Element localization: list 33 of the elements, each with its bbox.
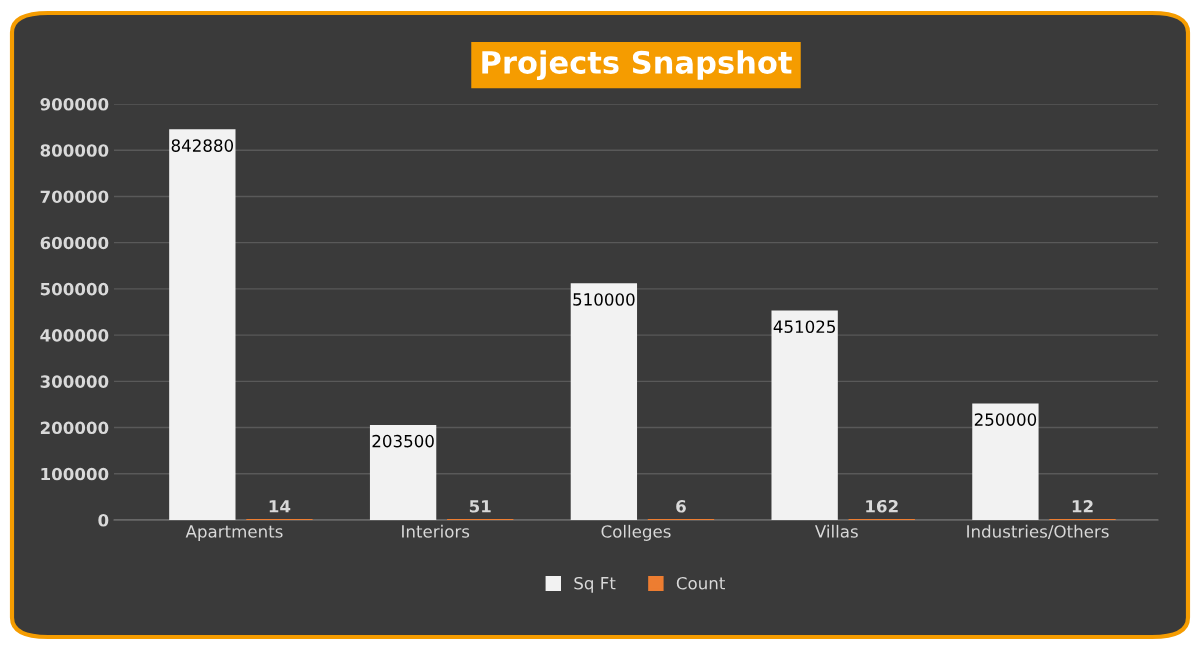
bar bbox=[972, 403, 1039, 520]
legend-label: Count bbox=[676, 576, 725, 590]
y-tick-label: 0 bbox=[98, 513, 109, 527]
data-label: 842880 bbox=[171, 139, 234, 152]
y-tick-label: 700000 bbox=[40, 190, 109, 204]
x-tick-label: Interiors bbox=[402, 524, 470, 538]
y-tick-label: 900000 bbox=[40, 97, 109, 111]
y-tick-label: 800000 bbox=[40, 144, 109, 157]
y-tick-label: 300000 bbox=[40, 375, 109, 388]
data-label: 51 bbox=[469, 500, 491, 513]
data-label: 12 bbox=[1072, 499, 1093, 513]
chart-title: Projects Snapshot bbox=[482, 50, 792, 81]
y-tick-label: 200000 bbox=[40, 421, 109, 435]
data-label: 510000 bbox=[573, 293, 635, 306]
x-tick-label: Colleges bbox=[601, 524, 671, 541]
data-label: 14 bbox=[269, 500, 291, 513]
data-label: 162 bbox=[866, 499, 898, 513]
data-label: 6 bbox=[676, 500, 686, 513]
x-tick-label: Industries/Others bbox=[967, 524, 1109, 540]
bar bbox=[570, 283, 638, 520]
x-tick-label: Villas bbox=[814, 524, 858, 538]
y-tick-label: 400000 bbox=[40, 329, 109, 342]
y-tick-label: 600000 bbox=[40, 236, 109, 250]
y-tick-label: 100000 bbox=[41, 467, 109, 481]
data-label: 203500 bbox=[372, 434, 434, 448]
data-label: 250000 bbox=[974, 413, 1037, 426]
y-tick-label: 500000 bbox=[40, 282, 109, 296]
bar bbox=[169, 129, 236, 520]
bar bbox=[771, 310, 838, 520]
bar bbox=[369, 424, 437, 520]
legend-label: Sq Ft bbox=[574, 576, 616, 593]
data-label: 451025 bbox=[773, 320, 835, 333]
x-tick-label: Apartments bbox=[185, 525, 283, 541]
